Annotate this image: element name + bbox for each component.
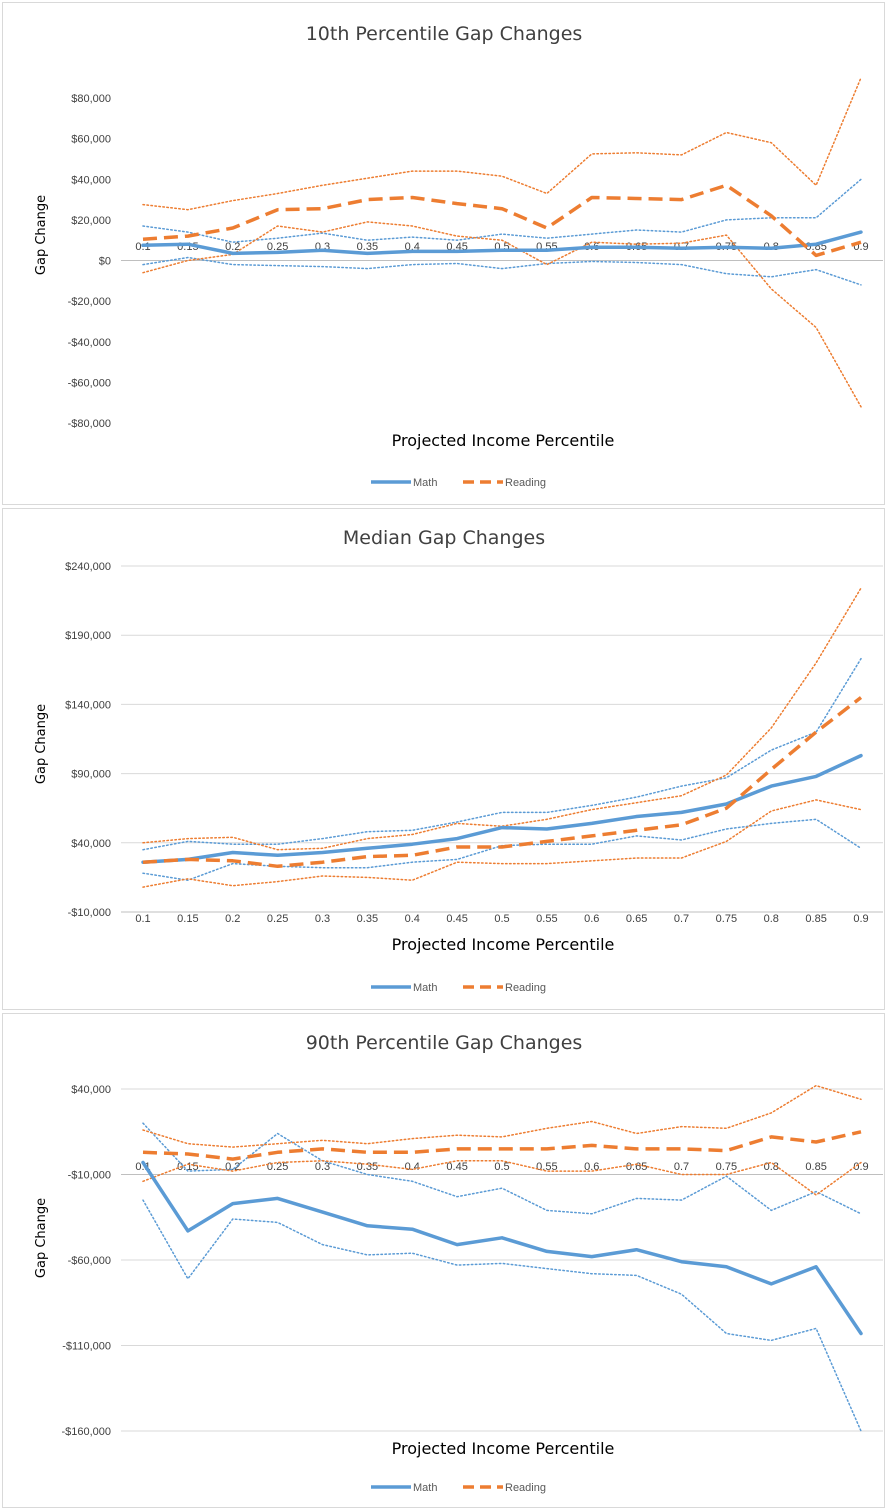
x-tick-label: 0.7 <box>674 913 689 925</box>
y-tick-label: $40,000 <box>71 838 111 850</box>
y-tick-label: -$110,000 <box>62 1341 111 1353</box>
x-axis-title: Projected Income Percentile <box>392 1439 615 1458</box>
x-axis-title: Projected Income Percentile <box>392 935 615 954</box>
y-tick-label: $80,000 <box>71 93 111 105</box>
series-line-reading-lower <box>142 221 862 408</box>
x-tick-label: 0.35 <box>357 1161 378 1173</box>
series-line-reading <box>142 1130 862 1161</box>
x-tick-label: 0.6 <box>584 913 599 925</box>
y-tick-label: $40,000 <box>71 1084 111 1096</box>
y-tick-label: -$10,000 <box>68 1170 111 1182</box>
x-tick-label: 0.1 <box>135 913 150 925</box>
x-tick-label: 0.5 <box>494 1161 509 1173</box>
x-tick-label: 0.5 <box>494 913 509 925</box>
x-tick-label: 0.9 <box>853 913 868 925</box>
chart-panel-median: Median Gap Changes $240,000 $190,000 $140,0… <box>2 508 885 1010</box>
x-tick-label: 0.45 <box>446 913 467 925</box>
x-tick-label: 0.35 <box>357 241 378 253</box>
legend-label-reading: Reading <box>505 982 546 994</box>
x-axis-title: Projected Income Percentile <box>392 431 615 450</box>
y-axis-title: Gap Change <box>34 195 49 275</box>
series-line-reading <box>142 696 863 869</box>
y-tick-label: $190,000 <box>65 630 111 642</box>
series-line-reading-lower <box>142 799 862 888</box>
chart-title: 10th Percentile Gap Changes <box>306 23 583 45</box>
x-tick-label: 0.25 <box>267 1161 288 1173</box>
x-tick-label: 0.8 <box>764 1161 779 1173</box>
x-tick-label: 0.2 <box>225 241 240 253</box>
x-tick-label: 0.55 <box>536 913 557 925</box>
y-tick-label: $60,000 <box>71 134 111 146</box>
x-tick-label: 0.4 <box>405 913 420 925</box>
y-axis-title: Gap Change <box>34 704 49 784</box>
x-tick-label: 0.35 <box>357 913 378 925</box>
y-tick-label: -$160,000 <box>61 1426 111 1438</box>
x-tick-label: 0.4 <box>405 1161 420 1173</box>
y-tick-label: $90,000 <box>71 769 111 781</box>
legend-label-math: Math <box>413 982 437 994</box>
x-tick-label: 0.2 <box>225 913 240 925</box>
y-axis-title: Gap Change <box>34 1198 49 1278</box>
series-line-reading-upper <box>142 1084 862 1148</box>
series-line-math <box>141 753 863 864</box>
chart-panel-90th-percentile: 90th Percentile Gap Changes $40,000 -$10,0… <box>2 1013 885 1508</box>
x-tick-label: 0.9 <box>853 1161 868 1173</box>
series-line-reading <box>142 183 862 258</box>
y-tick-label: $0 <box>99 256 111 268</box>
x-tick-label: 0.3 <box>315 913 330 925</box>
y-tick-label: -$60,000 <box>68 1255 111 1267</box>
x-tick-label: 0.3 <box>315 1161 330 1173</box>
x-tick-label: 0.15 <box>177 1161 198 1173</box>
x-tick-label: 0.65 <box>626 913 647 925</box>
y-tick-label: -$80,000 <box>68 418 111 430</box>
series-line-reading-upper <box>142 587 862 851</box>
chart-title: Median Gap Changes <box>343 527 545 549</box>
x-tick-label: 0.8 <box>764 913 779 925</box>
series-line-reading-upper <box>142 76 862 211</box>
x-tick-label: 0.85 <box>805 913 826 925</box>
x-tick-label: 0.85 <box>805 1161 826 1173</box>
x-tick-label: 0.75 <box>716 913 737 925</box>
y-tick-label: -$60,000 <box>68 377 111 389</box>
y-tick-label: $20,000 <box>71 215 111 227</box>
x-tick-label: 0.25 <box>267 913 288 925</box>
series-line-math <box>141 230 863 256</box>
chart-panel-10th-percentile: 10th Percentile Gap Changes $80,000 $60,00… <box>2 2 885 505</box>
y-tick-label: -$10,000 <box>68 907 111 919</box>
x-tick-label: 0.55 <box>536 1161 557 1173</box>
legend-label-math: Math <box>413 1482 437 1494</box>
legend-label-reading: Reading <box>505 1482 546 1494</box>
x-tick-label: 0.45 <box>446 1161 467 1173</box>
x-tick-label: 0.65 <box>626 1161 647 1173</box>
legend-label-reading: Reading <box>505 477 546 489</box>
chart-svg: 10th Percentile Gap Changes $80,000 $60,00… <box>34 23 883 489</box>
series-line-reading-lower <box>142 1160 862 1196</box>
chart-svg: Median Gap Changes $240,000 $190,000 $140,0… <box>34 527 883 994</box>
y-tick-label: -$20,000 <box>68 296 111 308</box>
x-tick-label: 0.25 <box>267 241 288 253</box>
y-tick-label: $140,000 <box>65 699 111 711</box>
x-tick-label: 0.7 <box>674 1161 689 1173</box>
chart-svg: 90th Percentile Gap Changes $40,000 -$10,0… <box>34 1032 883 1494</box>
series-line-math-lower <box>142 256 862 286</box>
legend-label-math: Math <box>413 477 437 489</box>
x-tick-label: 0.15 <box>177 913 198 925</box>
series-line-math-upper <box>142 178 862 243</box>
series-line-math-lower <box>142 1199 862 1432</box>
chart-title: 90th Percentile Gap Changes <box>306 1032 583 1054</box>
y-tick-label: $240,000 <box>65 561 111 573</box>
y-tick-label: $40,000 <box>71 174 111 186</box>
series-line-math-upper <box>142 657 862 851</box>
x-tick-label: 0.75 <box>716 1161 737 1173</box>
y-tick-label: -$40,000 <box>68 337 111 349</box>
series-line-math <box>141 1160 863 1336</box>
